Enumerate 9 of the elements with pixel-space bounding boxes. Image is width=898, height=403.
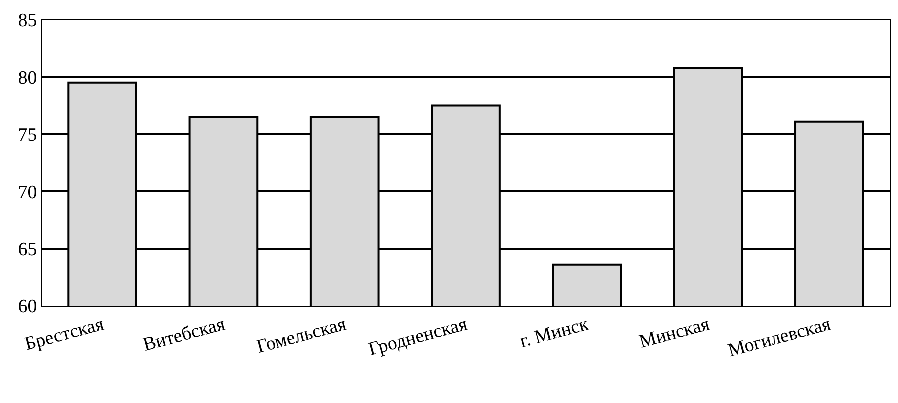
y-tick-label: 80 [18, 68, 38, 89]
y-tick-label: 70 [18, 182, 38, 204]
x-tick-label: Минская [637, 314, 712, 353]
x-tick-label: г. Минск [518, 314, 592, 352]
y-tick-label: 65 [18, 239, 38, 260]
y-tick-label: 85 [18, 10, 38, 32]
y-tick-label: 75 [18, 125, 38, 146]
x-tick-label: Гомельская [254, 314, 349, 358]
x-tick-label: Витебская [141, 314, 228, 356]
